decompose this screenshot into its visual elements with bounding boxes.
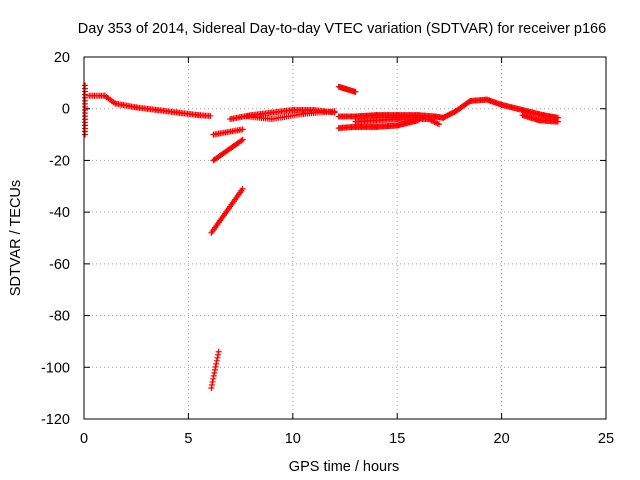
data-point: [238, 137, 245, 144]
data-point: [210, 375, 217, 382]
data-point: [212, 363, 219, 370]
plot-border: [83, 56, 607, 420]
axis-ticks: 0 5 10 15 20 25 20 0 -20 -40 -60 -80 -100 -120: [41, 50, 614, 447]
data-point: [435, 121, 442, 128]
data-points: [82, 82, 561, 391]
data-point: [212, 366, 219, 373]
data-point: [239, 136, 246, 143]
y-tick-label: -40: [49, 205, 70, 221]
x-axis-label: GPS time / hours: [289, 459, 399, 475]
data-point: [211, 369, 218, 376]
data-point: [209, 378, 216, 385]
data-point: [82, 131, 89, 138]
data-point: [207, 112, 214, 119]
x-tick-label: 20: [494, 431, 510, 447]
y-tick-label: 20: [54, 50, 70, 66]
x-tick-label: 15: [389, 431, 405, 447]
y-axis-label: SDTVAR / TECUs: [8, 180, 24, 296]
data-point: [213, 357, 220, 364]
x-tick-label: 5: [184, 431, 192, 447]
y-tick-label: -120: [41, 412, 70, 428]
y-tick-label: -100: [41, 360, 70, 376]
data-point: [352, 88, 359, 95]
x-tick-label: 0: [80, 431, 88, 447]
data-point: [239, 185, 246, 192]
data-point: [215, 348, 222, 355]
data-point: [208, 381, 215, 388]
data-point: [331, 108, 338, 115]
data-point: [239, 126, 246, 133]
data-point: [210, 372, 217, 379]
data-point: [554, 118, 561, 125]
y-tick-label: -80: [49, 309, 70, 325]
y-tick-label: -60: [49, 257, 70, 273]
x-tick-label: 10: [285, 431, 301, 447]
data-point: [208, 384, 215, 391]
data-point: [214, 354, 221, 361]
x-tick-label: 25: [598, 431, 614, 447]
y-tick-label: -20: [49, 153, 70, 169]
data-point: [213, 360, 220, 367]
y-tick-label: 0: [62, 102, 70, 118]
chart-title: Day 353 of 2014, Sidereal Day-to-day VTE…: [78, 21, 606, 37]
data-point: [215, 351, 222, 358]
